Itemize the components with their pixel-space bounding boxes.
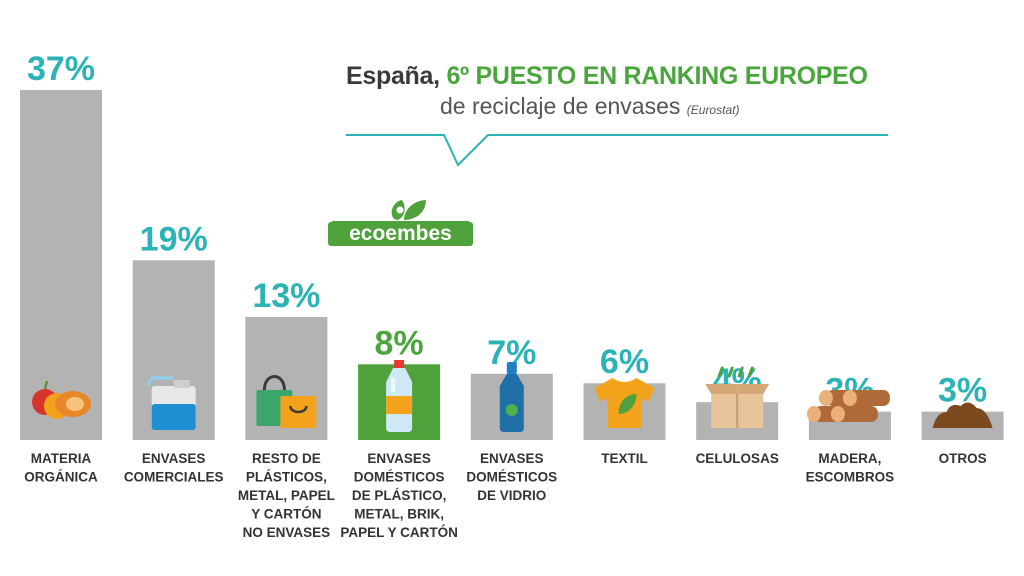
glass-bottle-icon xyxy=(499,362,524,432)
logs-icon xyxy=(806,390,890,422)
value-label-4: 8% xyxy=(375,324,424,362)
category-label-4: PAPEL Y CARTÓN xyxy=(340,525,458,540)
category-label-2: COMERCIALES xyxy=(124,470,224,485)
title-line-1: España, 6º PUESTO EN RANKING EUROPEO xyxy=(346,62,906,91)
category-label-1: MATERIA xyxy=(31,451,92,466)
value-label-6: 6% xyxy=(600,343,649,381)
title-country: España xyxy=(346,62,434,90)
title-source: (Eurostat) xyxy=(686,103,740,117)
category-label-5: DOMÉSTICOS xyxy=(466,470,557,485)
category-label-4: DOMÉSTICOS xyxy=(354,470,445,485)
category-label-1: ORGÁNICA xyxy=(24,470,98,485)
title-callout-line xyxy=(346,134,888,167)
category-label-4: ENVASES xyxy=(367,451,431,466)
category-label-8: ESCOMBROS xyxy=(806,470,895,485)
category-label-6: TEXTIL xyxy=(601,451,648,466)
category-label-4: DE PLÁSTICO, xyxy=(352,488,447,503)
ecoembes-logo: ecoembes xyxy=(328,200,473,246)
bar-1 xyxy=(20,90,102,440)
category-label-5: DE VIDRIO xyxy=(477,488,546,503)
value-label-2: 19% xyxy=(140,220,208,258)
value-label-9: 3% xyxy=(938,372,987,410)
category-label-3: RESTO DE xyxy=(252,451,321,466)
value-label-1: 37% xyxy=(27,50,95,88)
tshirt-icon xyxy=(594,378,655,428)
title-highlight: 6º PUESTO EN RANKING EUROPEO xyxy=(446,62,868,90)
category-label-7: CELULOSAS xyxy=(696,451,779,466)
category-label-8: MADERA, xyxy=(818,451,881,466)
title-line-2: de reciclaje de envases (Eurostat) xyxy=(346,93,906,120)
category-label-5: ENVASES xyxy=(480,451,544,466)
bags-icon xyxy=(256,375,317,428)
title-subtitle: de reciclaje de envases xyxy=(440,93,681,119)
category-label-2: ENVASES xyxy=(142,451,206,466)
chart-title: España, 6º PUESTO EN RANKING EUROPEO de … xyxy=(346,62,906,120)
category-label-3: Y CARTÓN xyxy=(251,507,321,522)
title-comma: , xyxy=(433,62,440,90)
cardboard-box-icon xyxy=(705,366,770,428)
value-label-3: 13% xyxy=(252,277,320,315)
dirt-pile-icon xyxy=(932,402,993,428)
category-label-3: METAL, PAPEL xyxy=(238,488,335,503)
category-label-9: OTROS xyxy=(939,451,987,466)
container-icon xyxy=(146,376,196,430)
category-label-3: PLÁSTICOS, xyxy=(246,470,327,485)
plastic-bottle-icon xyxy=(386,360,413,432)
fruit-icon xyxy=(32,380,91,419)
category-label-4: METAL, BRIK, xyxy=(354,507,444,522)
category-label-3: NO ENVASES xyxy=(243,525,331,540)
logo-text: ecoembes xyxy=(349,222,452,245)
